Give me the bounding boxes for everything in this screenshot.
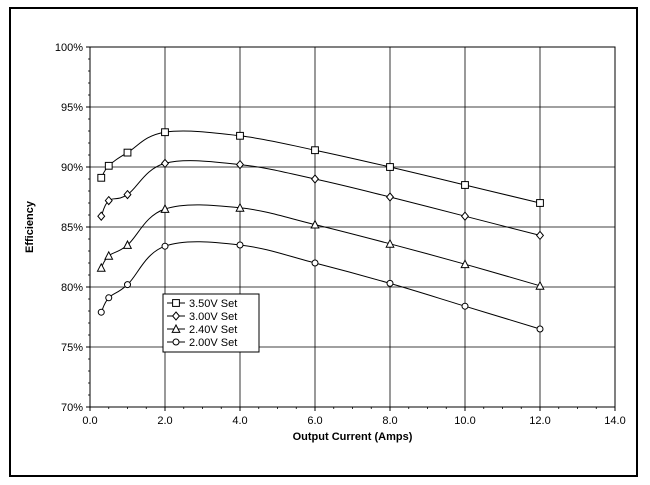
data-point xyxy=(123,148,132,157)
series-line xyxy=(100,204,541,287)
legend-item: 3.00V Set xyxy=(167,311,237,323)
legend-marker xyxy=(172,338,180,346)
y-tick-label: 75% xyxy=(61,342,83,354)
data-point xyxy=(160,203,170,213)
series-line xyxy=(100,160,541,236)
series-triangle xyxy=(96,202,545,290)
x-tick-label: 10.0 xyxy=(454,415,475,427)
legend-marker xyxy=(171,323,181,333)
data-point xyxy=(97,211,106,221)
data-point xyxy=(535,280,545,290)
legend-item: 2.00V Set xyxy=(167,337,237,349)
data-point xyxy=(97,173,106,182)
legend-marker xyxy=(171,311,181,321)
data-point xyxy=(385,192,395,202)
legend-marker xyxy=(172,299,180,307)
data-point xyxy=(310,219,320,229)
efficiency-chart: 0.0 2.0 4.0 6.0 8.0 10.0 12.0 14.0 70% 75% 80% 85%… xyxy=(24,42,626,443)
data-point xyxy=(536,325,544,333)
y-tick-label: 80% xyxy=(61,282,83,294)
data-point xyxy=(96,262,106,272)
x-tick-label: 12.0 xyxy=(529,415,550,427)
x-axis-ticks: 0.0 2.0 4.0 6.0 8.0 10.0 12.0 14.0 xyxy=(82,407,626,427)
data-point xyxy=(385,238,395,248)
x-tick-label: 8.0 xyxy=(382,415,397,427)
data-point xyxy=(161,242,169,250)
x-tick-label: 14.0 xyxy=(604,415,625,427)
y-axis-ticks: 70% 75% 80% 85% 90% 95% 100% xyxy=(55,42,90,414)
legend-label: 2.00V Set xyxy=(189,337,237,349)
data-point xyxy=(460,259,470,269)
y-tick-label: 85% xyxy=(61,222,83,234)
data-point xyxy=(235,159,245,170)
data-point xyxy=(104,161,113,170)
data-point xyxy=(236,241,244,249)
data-point xyxy=(460,211,470,221)
data-point xyxy=(461,181,469,189)
legend-label: 2.40V Set xyxy=(189,324,237,336)
x-axis-title: Output Current (Amps) xyxy=(293,431,413,443)
data-point xyxy=(124,281,131,289)
data-point xyxy=(161,128,169,137)
data-point xyxy=(236,131,244,140)
data-point xyxy=(386,279,394,287)
data-point xyxy=(97,308,105,316)
x-tick-label: 4.0 xyxy=(232,415,247,427)
grid-lines xyxy=(89,46,616,408)
x-tick-label: 2.0 xyxy=(157,415,172,427)
y-tick-label: 95% xyxy=(61,102,83,114)
data-point xyxy=(386,163,394,171)
data-point xyxy=(123,189,132,200)
legend-item: 2.40V Set xyxy=(167,323,237,336)
legend-label: 3.00V Set xyxy=(189,311,237,323)
chart-frame: 0.0 2.0 4.0 6.0 8.0 10.0 12.0 14.0 70% 75% 80% 85%… xyxy=(9,7,638,477)
data-point xyxy=(310,174,320,184)
y-tick-label: 70% xyxy=(61,402,83,414)
series-line xyxy=(100,241,541,330)
data-point xyxy=(235,202,245,212)
series-layer xyxy=(96,128,545,333)
x-tick-label: 0.0 xyxy=(82,415,97,427)
y-tick-label: 90% xyxy=(61,162,83,174)
series-circle xyxy=(97,241,544,333)
series-diamond xyxy=(97,158,545,241)
y-axis-title: Efficiency xyxy=(24,200,36,253)
legend-item: 3.50V Set xyxy=(167,298,237,310)
y-tick-label: 100% xyxy=(55,42,83,54)
data-point xyxy=(105,294,113,302)
data-point xyxy=(104,250,114,260)
data-point xyxy=(160,158,170,169)
series-square xyxy=(97,128,544,207)
series-line xyxy=(100,130,541,204)
data-point xyxy=(122,239,133,249)
legend-label: 3.50V Set xyxy=(189,298,237,310)
data-point xyxy=(311,259,319,267)
data-point xyxy=(535,230,545,241)
data-point xyxy=(536,199,544,207)
x-tick-label: 6.0 xyxy=(307,415,322,427)
data-point xyxy=(104,195,113,206)
data-point xyxy=(311,146,319,155)
data-point xyxy=(461,302,469,310)
